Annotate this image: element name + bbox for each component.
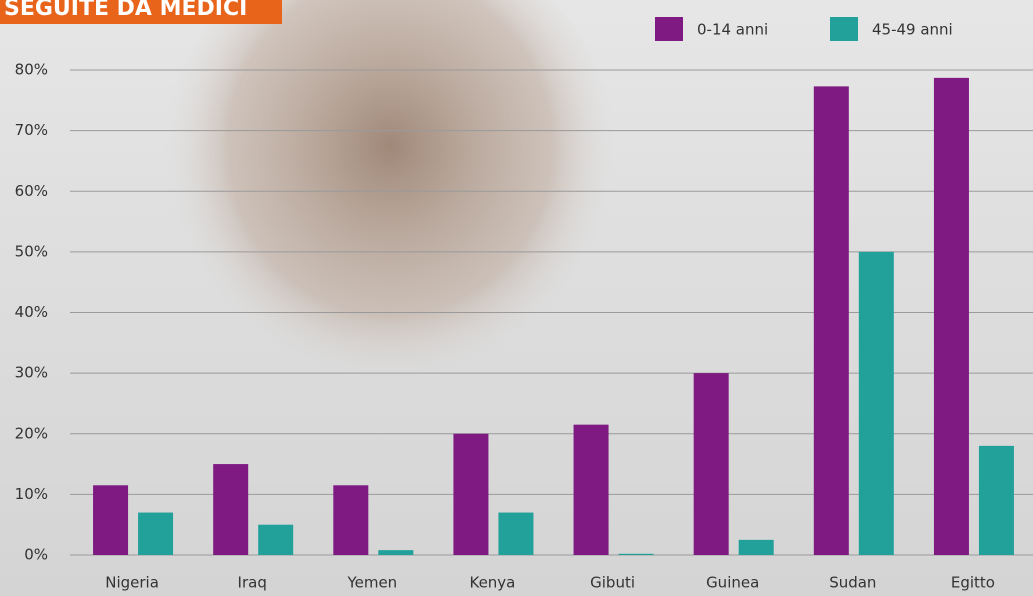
x-tick-label: Guinea — [706, 574, 759, 592]
y-tick-label: 70% — [15, 121, 48, 139]
y-tick-label: 0% — [24, 546, 48, 564]
bar — [93, 485, 128, 555]
x-tick-label: Egitto — [951, 574, 995, 592]
legend-swatch — [655, 17, 683, 41]
x-tick-label: Iraq — [238, 574, 267, 592]
legend-swatch — [830, 17, 858, 41]
bar — [333, 485, 368, 555]
y-tick-label: 30% — [15, 364, 48, 382]
chart: SEGUITE DA MEDICI 0% 10% 20% 30% 40% 50% 60% 70… — [0, 0, 1033, 596]
y-tick-label: 40% — [15, 303, 48, 321]
bar — [213, 464, 248, 555]
bar — [498, 513, 533, 555]
bar — [739, 540, 774, 555]
x-tick-label: Yemen — [346, 574, 397, 592]
bar — [258, 525, 293, 555]
bar — [378, 550, 413, 555]
x-tick-label: Kenya — [469, 574, 515, 592]
bar — [453, 434, 488, 555]
x-tick-label: Gibuti — [590, 574, 635, 592]
bar — [619, 554, 654, 555]
bar — [574, 425, 609, 555]
y-tick-label: 20% — [15, 424, 48, 442]
y-tick-label: 10% — [15, 485, 48, 503]
bar — [814, 86, 849, 555]
x-tick-label: Nigeria — [105, 574, 159, 592]
bar — [138, 513, 173, 555]
y-tick-label: 50% — [15, 242, 48, 260]
legend-label: 45-49 anni — [872, 21, 953, 39]
chart-title: SEGUITE DA MEDICI — [4, 0, 247, 21]
bar — [694, 373, 729, 555]
legend-label: 0-14 anni — [697, 21, 768, 39]
bar — [979, 446, 1014, 555]
y-tick-label: 80% — [15, 61, 48, 79]
bar — [859, 252, 894, 555]
y-tick-label: 60% — [15, 182, 48, 200]
x-tick-label: Sudan — [829, 574, 876, 592]
bar — [934, 78, 969, 555]
